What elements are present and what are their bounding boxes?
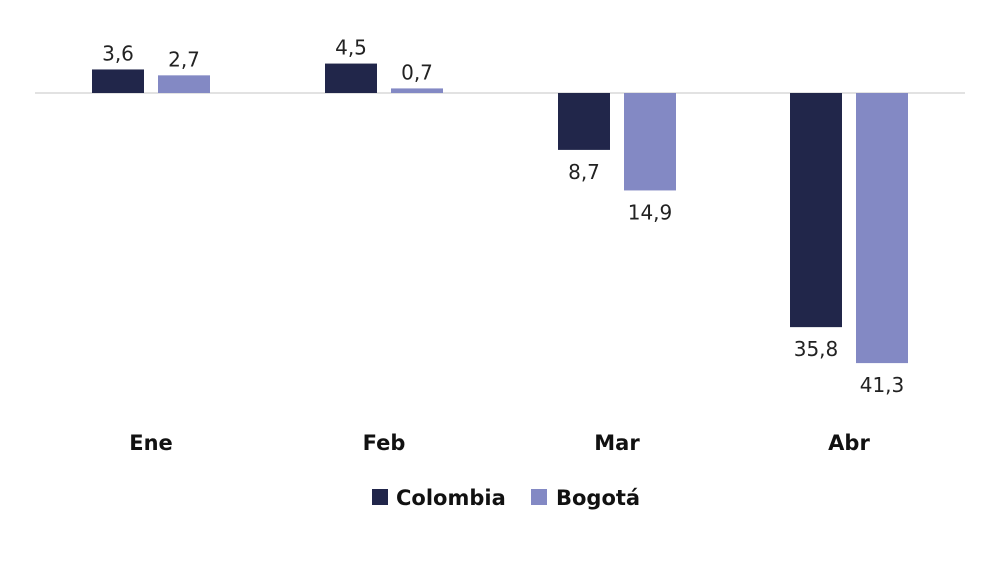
- category-label-abr: Abr: [828, 431, 870, 455]
- bar-ene-0: [92, 69, 144, 93]
- bar-mar-0: [558, 93, 610, 150]
- legend: Colombia Bogotá: [372, 486, 640, 510]
- legend-label-0: Colombia: [396, 486, 506, 510]
- legend-label-1: Bogotá: [556, 486, 640, 510]
- value-label-abr-0: 35,8: [794, 337, 839, 361]
- category-label-feb: Feb: [363, 431, 406, 455]
- value-label-ene-1: 2,7: [168, 47, 200, 71]
- legend-swatch-1: [531, 489, 547, 505]
- legend-swatch-0: [372, 489, 388, 505]
- value-label-feb-0: 4,5: [335, 36, 367, 60]
- bar-abr-0: [790, 93, 842, 328]
- value-labels-group: 3,6 2,7 4,5 0,7 8,7 14,9 35,8 41,3: [102, 36, 904, 398]
- category-labels-group: Ene Feb Mar Abr: [129, 431, 870, 455]
- bar-ene-1: [158, 75, 210, 93]
- bar-mar-1: [624, 93, 676, 191]
- value-label-feb-1: 0,7: [401, 60, 433, 84]
- category-label-mar: Mar: [594, 431, 640, 455]
- bar-feb-1: [391, 88, 443, 93]
- category-label-ene: Ene: [129, 431, 173, 455]
- bars-group: [92, 63, 908, 364]
- bar-abr-1: [856, 93, 908, 364]
- value-label-abr-1: 41,3: [860, 373, 905, 397]
- value-label-ene-0: 3,6: [102, 41, 134, 65]
- value-label-mar-0: 8,7: [568, 160, 600, 184]
- value-label-mar-1: 14,9: [628, 200, 673, 224]
- bar-feb-0: [325, 63, 377, 93]
